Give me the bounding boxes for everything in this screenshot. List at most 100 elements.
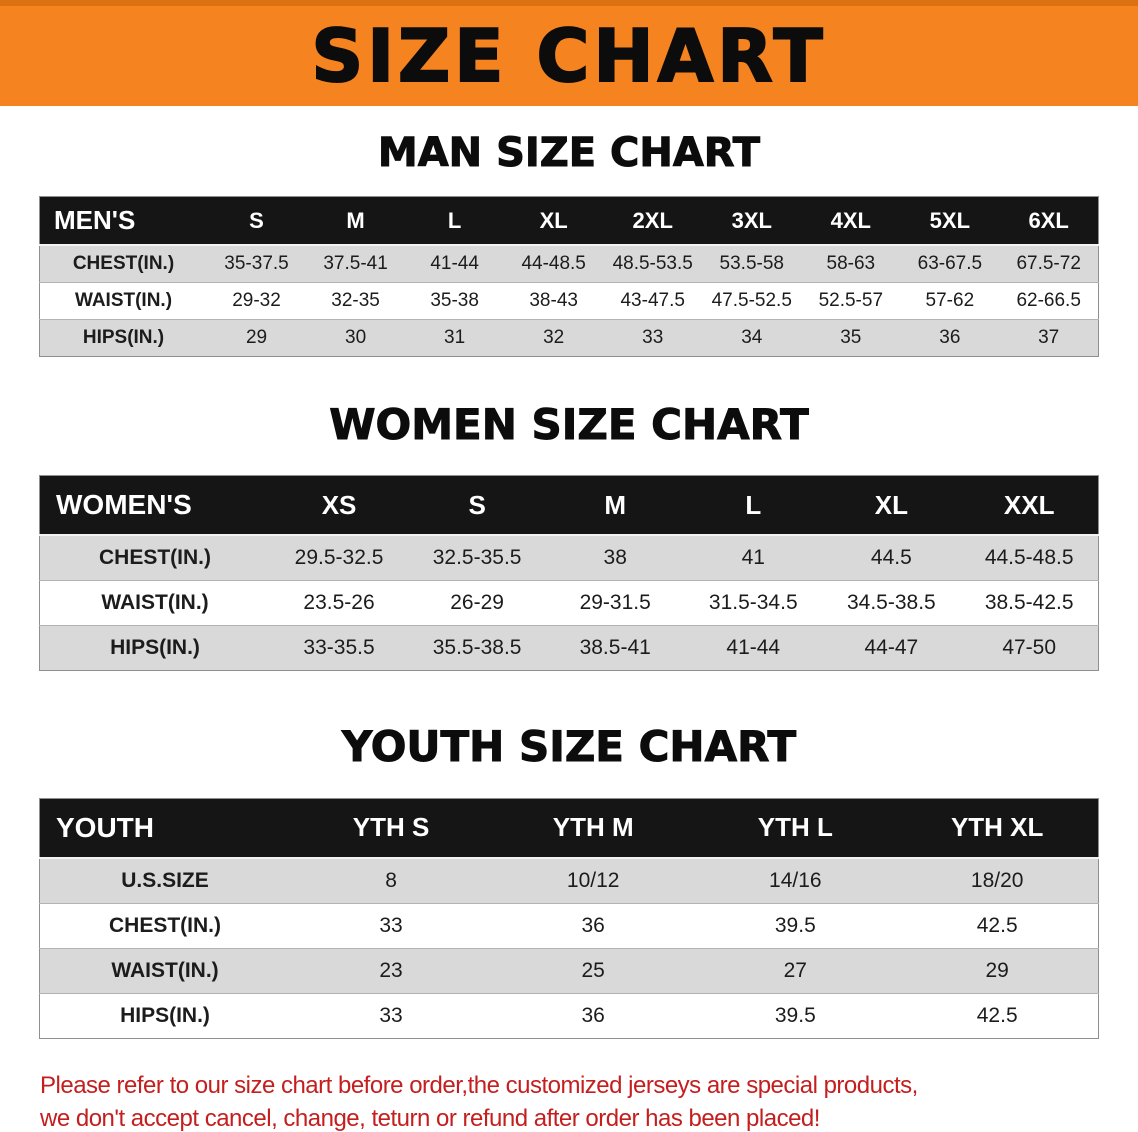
measurement-value-cell: 43-47.5 bbox=[603, 282, 703, 320]
measurement-value-cell: 57-62 bbox=[900, 282, 1000, 320]
row-label-cell: CHEST(IN.) bbox=[39, 902, 290, 949]
measurement-value-cell: 38 bbox=[546, 534, 685, 581]
notice-line-2: we don't accept cancel, change, teturn o… bbox=[40, 1105, 820, 1132]
order-notice: Please refer to our size chart before or… bbox=[40, 1069, 1138, 1132]
measurement-value-cell: 33 bbox=[290, 902, 493, 949]
youth-size-section: YOUTH SIZE CHART YOUTH YTH S YTH M YTH L YTH … bbox=[0, 722, 1138, 1039]
measurement-value-cell: 52.5-57 bbox=[801, 282, 901, 320]
measurement-value-cell: 36 bbox=[492, 992, 695, 1039]
women-size-table: WOMEN'S XS S M L XL XXL CHEST(IN.) 29.5-32.5 32.5… bbox=[39, 475, 1099, 672]
measurement-value-cell: 33 bbox=[603, 319, 703, 357]
measurement-value-cell: 63-67.5 bbox=[900, 244, 1000, 283]
size-column-header: L bbox=[405, 196, 505, 246]
table-title-cell: YOUTH bbox=[39, 798, 290, 859]
men-size-table: MEN'S S M L XL 2XL 3XL 4XL 5XL 6XL CHEST(IN.) 35-37… bbox=[39, 196, 1099, 357]
measurement-value-cell: 23 bbox=[290, 947, 493, 994]
measurement-value-cell: 38.5-42.5 bbox=[960, 580, 1099, 626]
data-row: U.S.SIZE 8 10/12 14/16 18/20 bbox=[39, 857, 1099, 904]
measurement-value-cell: 34.5-38.5 bbox=[822, 580, 961, 626]
size-column-header: XXL bbox=[960, 475, 1099, 537]
size-column-header: YTH S bbox=[290, 798, 493, 859]
measurement-value-cell: 41-44 bbox=[405, 244, 505, 283]
header-row: WOMEN'S XS S M L XL XXL bbox=[39, 475, 1099, 537]
measurement-value-cell: 39.5 bbox=[694, 902, 897, 949]
measurement-value-cell: 29.5-32.5 bbox=[270, 534, 409, 581]
measurement-value-cell: 8 bbox=[290, 857, 493, 904]
measurement-value-cell: 10/12 bbox=[492, 857, 695, 904]
measurement-value-cell: 53.5-58 bbox=[702, 244, 802, 283]
measurement-value-cell: 35-37.5 bbox=[207, 244, 307, 283]
data-row: WAIST(IN.) 23 25 27 29 bbox=[39, 947, 1099, 994]
size-column-header: YTH XL bbox=[896, 798, 1099, 859]
row-label-cell: CHEST(IN.) bbox=[39, 534, 270, 581]
measurement-value-cell: 29 bbox=[207, 319, 307, 357]
measurement-value-cell: 67.5-72 bbox=[999, 244, 1099, 283]
notice-line-1: Please refer to our size chart before or… bbox=[40, 1071, 918, 1099]
measurement-value-cell: 34 bbox=[702, 319, 802, 357]
header-row: YOUTH YTH S YTH M YTH L YTH XL bbox=[39, 798, 1099, 859]
measurement-value-cell: 36 bbox=[900, 319, 1000, 357]
measurement-value-cell: 37 bbox=[999, 319, 1099, 357]
measurement-value-cell: 37.5-41 bbox=[306, 244, 406, 283]
data-row: HIPS(IN.) 33-35.5 35.5-38.5 38.5-41 41-44 44-… bbox=[39, 625, 1099, 671]
measurement-value-cell: 44-48.5 bbox=[504, 244, 604, 283]
page-title: SIZE CHART bbox=[310, 14, 827, 98]
measurement-value-cell: 44.5 bbox=[822, 534, 961, 581]
data-row: HIPS(IN.) 29 30 31 32 33 34 35 36 37 bbox=[39, 319, 1099, 357]
measurement-value-cell: 36 bbox=[492, 902, 695, 949]
measurement-value-cell: 32.5-35.5 bbox=[408, 534, 547, 581]
measurement-value-cell: 29 bbox=[896, 947, 1099, 994]
men-section-heading: MAN SIZE CHART bbox=[377, 130, 761, 177]
women-section-heading: WOMEN SIZE CHART bbox=[329, 400, 810, 450]
row-label-cell: WAIST(IN.) bbox=[39, 282, 207, 320]
measurement-value-cell: 47.5-52.5 bbox=[702, 282, 802, 320]
measurement-value-cell: 27 bbox=[694, 947, 897, 994]
measurement-value-cell: 47-50 bbox=[960, 625, 1099, 671]
banner: SIZE CHART bbox=[0, 0, 1138, 106]
measurement-value-cell: 31 bbox=[405, 319, 505, 357]
size-column-header: S bbox=[408, 475, 547, 537]
data-row: WAIST(IN.) 29-32 32-35 35-38 38-43 43-47.5 47.… bbox=[39, 282, 1099, 320]
size-column-header: XS bbox=[270, 475, 409, 537]
measurement-value-cell: 48.5-53.5 bbox=[603, 244, 703, 283]
row-label-cell: U.S.SIZE bbox=[39, 857, 290, 904]
measurement-value-cell: 23.5-26 bbox=[270, 580, 409, 626]
row-label-cell: HIPS(IN.) bbox=[39, 992, 290, 1039]
data-row: CHEST(IN.) 33 36 39.5 42.5 bbox=[39, 902, 1099, 949]
measurement-value-cell: 35 bbox=[801, 319, 901, 357]
measurement-value-cell: 18/20 bbox=[896, 857, 1099, 904]
table-title-cell: WOMEN'S bbox=[39, 475, 270, 537]
measurement-value-cell: 33-35.5 bbox=[270, 625, 409, 671]
measurement-value-cell: 39.5 bbox=[694, 992, 897, 1039]
measurement-value-cell: 44.5-48.5 bbox=[960, 534, 1099, 581]
measurement-value-cell: 42.5 bbox=[896, 992, 1099, 1039]
size-column-header: S bbox=[207, 196, 307, 246]
measurement-value-cell: 38.5-41 bbox=[546, 625, 685, 671]
measurement-value-cell: 35-38 bbox=[405, 282, 505, 320]
size-column-header: 2XL bbox=[603, 196, 703, 246]
women-size-section: WOMEN SIZE CHART WOMEN'S XS S M L XL XXL CHEST(I… bbox=[0, 400, 1138, 672]
header-row: MEN'S S M L XL 2XL 3XL 4XL 5XL 6XL bbox=[39, 196, 1099, 246]
row-label-cell: CHEST(IN.) bbox=[39, 244, 207, 283]
measurement-value-cell: 29-32 bbox=[207, 282, 307, 320]
measurement-value-cell: 25 bbox=[492, 947, 695, 994]
measurement-value-cell: 30 bbox=[306, 319, 406, 357]
row-label-cell: WAIST(IN.) bbox=[39, 580, 270, 626]
data-row: CHEST(IN.) 29.5-32.5 32.5-35.5 38 41 44.5 44.5… bbox=[39, 534, 1099, 581]
row-label-cell: HIPS(IN.) bbox=[39, 319, 207, 357]
row-label-cell: WAIST(IN.) bbox=[39, 947, 290, 994]
measurement-value-cell: 41 bbox=[684, 534, 823, 581]
size-column-header: YTH M bbox=[492, 798, 695, 859]
measurement-value-cell: 29-31.5 bbox=[546, 580, 685, 626]
measurement-value-cell: 31.5-34.5 bbox=[684, 580, 823, 626]
data-row: CHEST(IN.) 35-37.5 37.5-41 41-44 44-48.5 48.5… bbox=[39, 244, 1099, 283]
measurement-value-cell: 44-47 bbox=[822, 625, 961, 671]
measurement-value-cell: 32-35 bbox=[306, 282, 406, 320]
measurement-value-cell: 42.5 bbox=[896, 902, 1099, 949]
youth-size-table: YOUTH YTH S YTH M YTH L YTH XL U.S.SIZE 8 10/12… bbox=[39, 797, 1099, 1039]
size-column-header: M bbox=[546, 475, 685, 537]
size-column-header: M bbox=[306, 196, 406, 246]
measurement-value-cell: 32 bbox=[504, 319, 604, 357]
table-title-cell: MEN'S bbox=[39, 196, 207, 246]
